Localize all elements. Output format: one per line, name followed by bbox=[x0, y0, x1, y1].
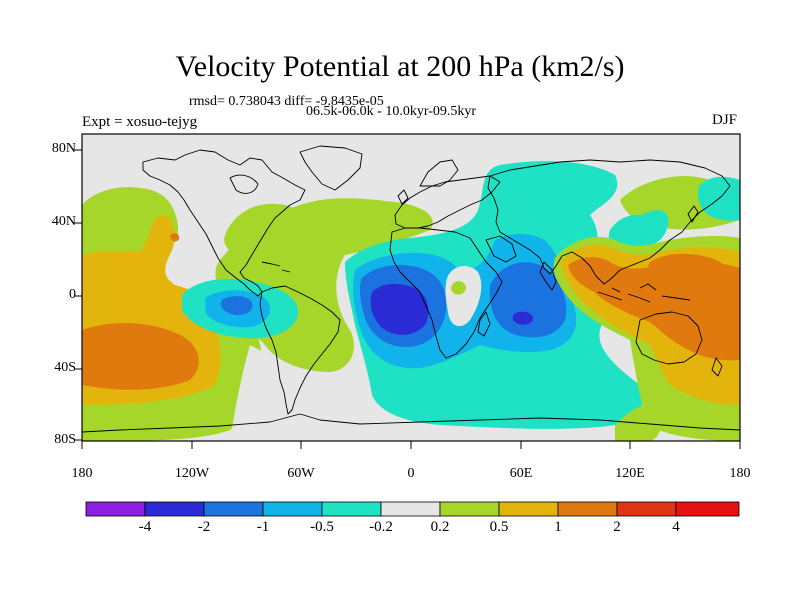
coast-africa bbox=[389, 227, 503, 359]
x-tick-label-120w: 120W bbox=[174, 466, 210, 481]
coast-europe bbox=[394, 175, 501, 229]
colorbar-swatch-3 bbox=[262, 501, 323, 517]
contour-madagascar-neutral bbox=[445, 266, 482, 327]
contour-east-pacific-darkorange bbox=[82, 323, 199, 390]
coast-indonesia bbox=[597, 283, 691, 303]
colorbar-swatch-10 bbox=[675, 501, 740, 517]
y-tick-label-0: 0 bbox=[69, 287, 76, 302]
contour-small-orange-spot bbox=[170, 233, 180, 242]
axis-ticks bbox=[74, 149, 741, 449]
colorbar-swatch-8 bbox=[557, 501, 618, 517]
coast-north-america bbox=[142, 149, 306, 297]
colorbar-label-8: 2 bbox=[613, 519, 621, 535]
y-tick-label-80s: 80S bbox=[54, 432, 76, 447]
rmsd-stats: rmsd= 0.738043 diff= -9.8435e-05 bbox=[189, 94, 384, 109]
coast-south-america bbox=[259, 285, 341, 415]
colorbar-label-5: 0.2 bbox=[430, 519, 450, 535]
x-tick-label-180w: 180 bbox=[71, 466, 93, 481]
season-label: DJF bbox=[712, 112, 738, 128]
colorbar-swatch-5 bbox=[380, 501, 441, 517]
experiment-label: Expt = xosuo-tejyg bbox=[82, 114, 198, 130]
contour-eq-pacific-blue bbox=[220, 296, 253, 316]
x-tick-label-60e: 60E bbox=[509, 466, 533, 481]
coastlines bbox=[82, 145, 740, 433]
colorbar-label-2: -1 bbox=[256, 519, 270, 535]
coast-new-zealand bbox=[711, 357, 723, 377]
y-tick-label-40n: 40N bbox=[51, 214, 76, 229]
contour-atlantic-darkblue bbox=[370, 283, 429, 335]
colorbar-label-6: 0.5 bbox=[489, 519, 509, 535]
contour-indian-blue bbox=[489, 262, 567, 338]
coast-british-isles bbox=[397, 189, 409, 205]
colorbar-swatch-6 bbox=[439, 501, 500, 517]
x-tick-label-60w: 60W bbox=[287, 466, 315, 481]
period-label: 06.5k-06.0k - 10.0kyr-09.5kyr bbox=[306, 104, 477, 119]
contour-atl-south-neutral bbox=[230, 345, 371, 441]
coast-australia bbox=[635, 311, 703, 365]
contour-west-pacific-cyan bbox=[625, 210, 669, 247]
coast-greenland bbox=[299, 145, 363, 191]
colorbar-label-3: -0.5 bbox=[310, 519, 334, 535]
coast-india bbox=[539, 261, 557, 291]
x-tick-label-120e: 120E bbox=[615, 466, 645, 481]
coast-hudson-bay bbox=[229, 174, 259, 194]
coast-madagascar bbox=[477, 311, 491, 337]
colorbar-label-1: -2 bbox=[197, 519, 211, 535]
coast-japan bbox=[687, 205, 699, 223]
contour-south-ocean-yellow bbox=[615, 405, 661, 441]
colorbar-label-0: -4 bbox=[138, 519, 152, 535]
map-title: Velocity Potential at 200 hPa (km2/s) bbox=[175, 50, 625, 83]
contour-north-america-yellow bbox=[224, 203, 305, 256]
contour-field bbox=[82, 134, 740, 441]
coast-asia bbox=[487, 159, 731, 285]
colorbar-swatch-1 bbox=[144, 501, 205, 517]
colorbar-label-4: -0.2 bbox=[369, 519, 393, 535]
coast-antarctica bbox=[82, 413, 740, 433]
colorbar-swatch-9 bbox=[616, 501, 677, 517]
contour-indian-darkblue bbox=[512, 311, 534, 325]
coast-caribbean bbox=[261, 261, 291, 273]
colorbar bbox=[85, 501, 740, 517]
coast-arabia bbox=[485, 235, 517, 263]
colorbar-swatch-2 bbox=[203, 501, 264, 517]
colorbar-swatch-7 bbox=[498, 501, 559, 517]
colorbar-label-7: 1 bbox=[554, 519, 562, 535]
y-tick-label-80n: 80N bbox=[51, 141, 76, 156]
colorbar-swatch-0 bbox=[85, 501, 146, 517]
colorbar-label-9: 4 bbox=[672, 519, 680, 535]
coast-scandinavia bbox=[419, 159, 459, 187]
contour-nw-pacific-darkorange bbox=[647, 253, 729, 305]
x-tick-label-180e: 180 bbox=[729, 466, 751, 481]
contour-madagascar-yellow bbox=[451, 281, 466, 295]
colorbar-swatch-4 bbox=[321, 501, 382, 517]
x-tick-label-0: 0 bbox=[407, 466, 415, 481]
y-tick-label-40s: 40S bbox=[54, 360, 76, 375]
